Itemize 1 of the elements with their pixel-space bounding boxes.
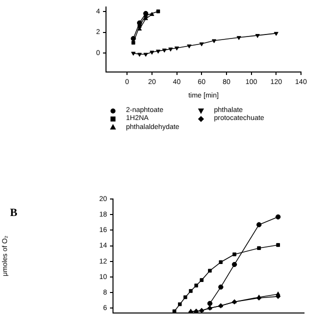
text: B: [10, 207, 18, 219]
